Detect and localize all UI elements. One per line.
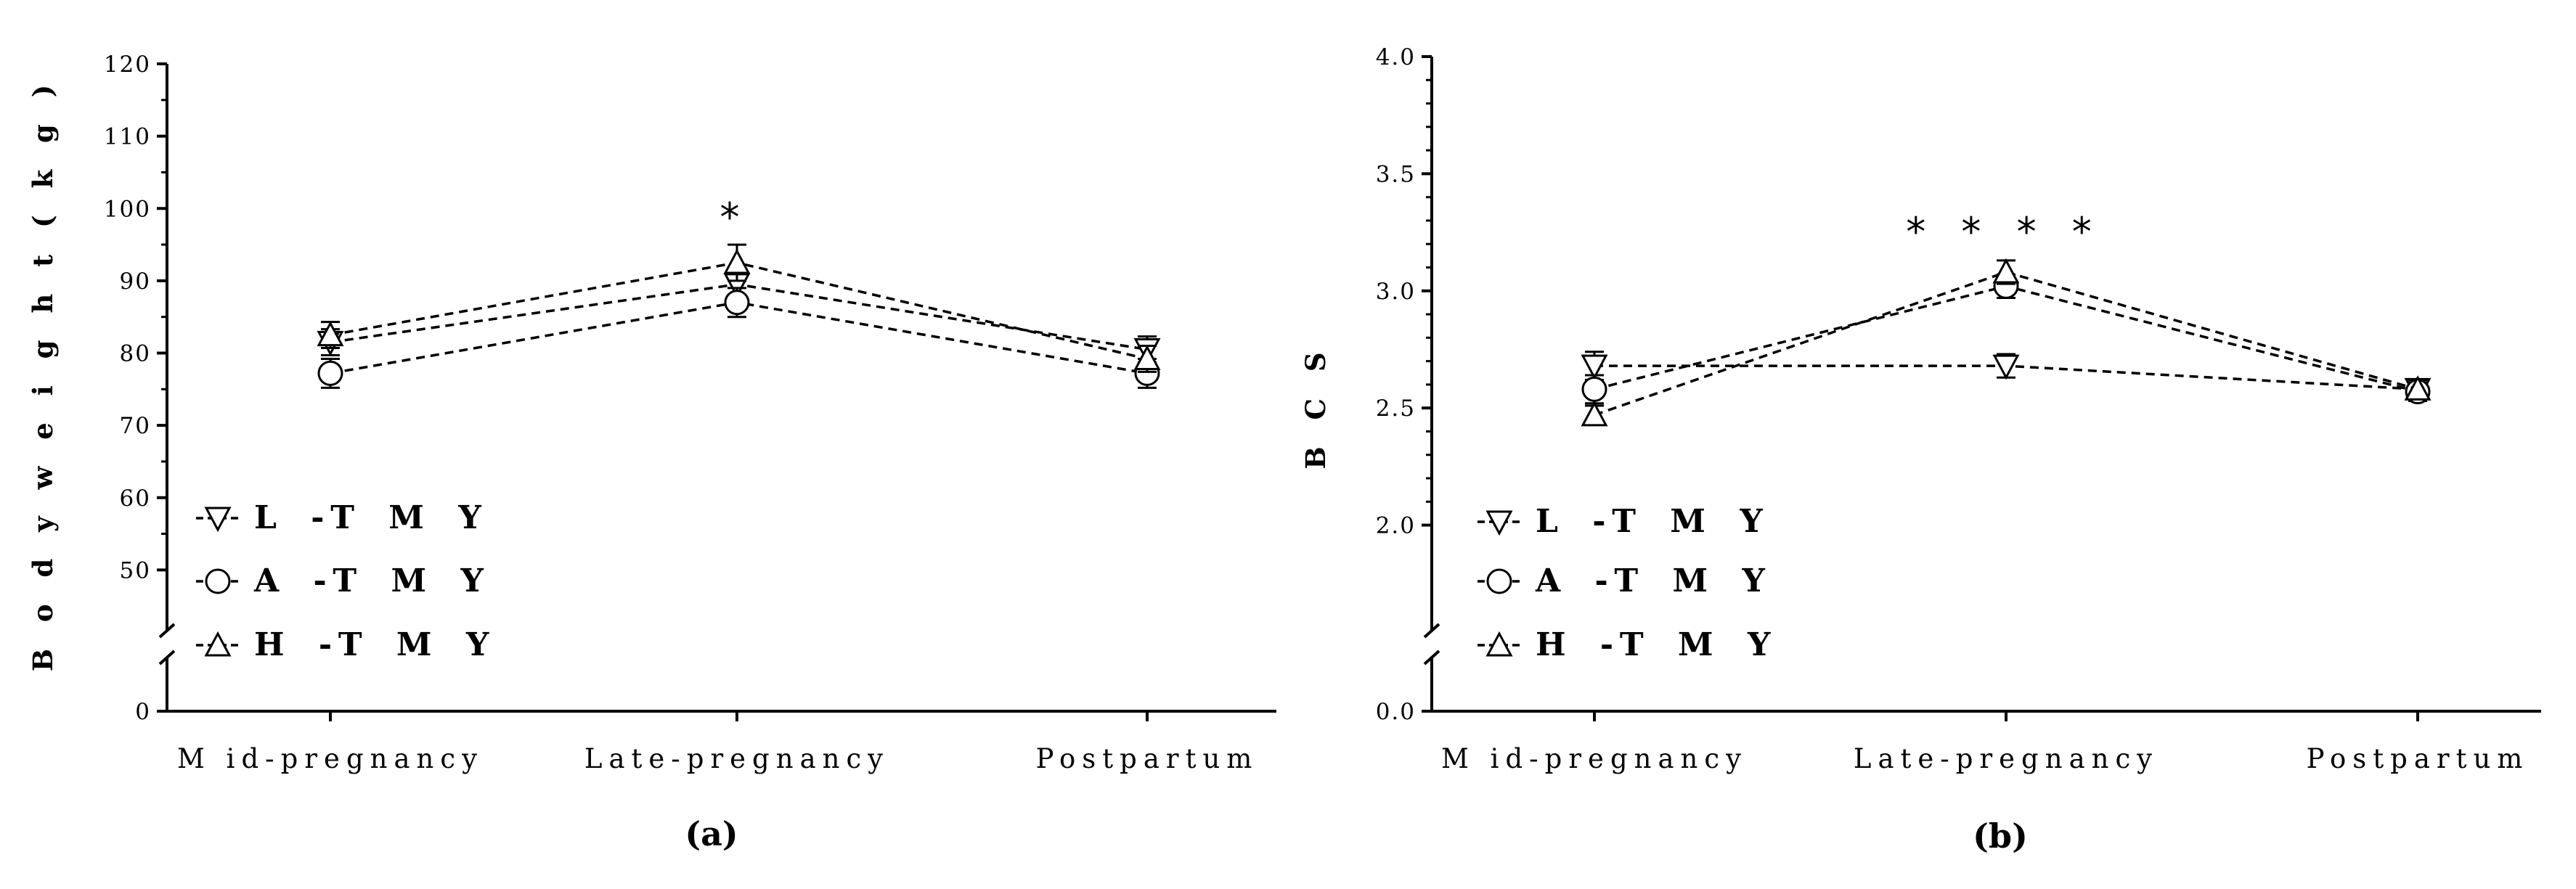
- y-tick-label: 60: [120, 486, 151, 512]
- data-point: [724, 290, 750, 316]
- x-tick-label: M id-pregnancy: [1441, 743, 1748, 774]
- x-tick-label: Postpartum: [2307, 743, 2530, 774]
- data-point: [1581, 401, 1608, 427]
- legend-marker: [205, 568, 231, 594]
- y-tick-label: 3.5: [1376, 161, 1416, 187]
- legend-marker: [1485, 631, 1513, 657]
- y-tick-label: 0.0: [1376, 699, 1416, 725]
- axis-break-mark: [158, 650, 176, 665]
- legend-marker: [1485, 510, 1513, 536]
- significance-label: * * * *: [1906, 209, 2103, 255]
- y-tick-label: 70: [120, 413, 151, 439]
- panel-label: (a): [685, 814, 738, 853]
- axis-break-mark: [1423, 650, 1440, 665]
- axis-break-mark: [1423, 623, 1440, 639]
- x-tick-label: Late-pregnancy: [584, 743, 889, 774]
- y-tick-label: 2.5: [1376, 396, 1416, 422]
- y-tick-label: 4.0: [1376, 44, 1416, 70]
- legend-marker: [204, 631, 232, 657]
- y-tick-label: 90: [120, 269, 151, 295]
- data-point: [1992, 354, 2020, 380]
- data-point: [723, 248, 751, 274]
- axis-break-mark: [158, 623, 176, 639]
- panel-a: 0 50 60 70 80 90 100 110 120 M id-pregnancy Late-p…: [27, 52, 1276, 853]
- y-axis-title: B C S: [1300, 343, 1332, 469]
- y-tick-label: 50: [120, 557, 151, 583]
- x-tick-label: Late-pregnancy: [1854, 743, 2159, 774]
- x-tick-label: M id-pregnancy: [177, 743, 484, 774]
- data-point: [1133, 345, 1161, 370]
- data-point: [317, 360, 343, 386]
- data-point: [1992, 258, 2020, 284]
- legend-label: A -T M Y: [1535, 562, 1777, 599]
- y-tick-label: 0: [135, 699, 151, 725]
- legend-label: A -T M Y: [253, 562, 495, 599]
- y-tick-label: 80: [120, 341, 151, 367]
- data-point: [1581, 354, 1608, 380]
- y-tick-label: 3.0: [1376, 279, 1416, 305]
- legend-label: H -T M Y: [1536, 626, 1782, 663]
- significance-label: *: [720, 194, 751, 240]
- y-tick-label: 100: [104, 196, 151, 222]
- panel-b: 0.0 2.0 2.5 3.0 3.5 4.0 M id-pregnancy Late-pre…: [1300, 44, 2541, 856]
- y-tick-label: 110: [104, 124, 151, 150]
- data-point: [2404, 375, 2432, 401]
- legend-label: H -T M Y: [254, 626, 500, 663]
- legend-label: L -T M Y: [1536, 503, 1774, 540]
- data-point: [1581, 376, 1607, 402]
- y-axis-title: B o d y w e i g h t ( k g ): [27, 76, 59, 672]
- x-tick-label: Postpartum: [1036, 743, 1259, 774]
- y-tick-label: 2.0: [1376, 513, 1416, 539]
- y-tick-label: 120: [104, 52, 151, 78]
- panel-label: (b): [1973, 816, 2028, 856]
- data-point: [317, 321, 344, 347]
- legend-label: L -T M Y: [254, 499, 493, 536]
- legend-marker: [1486, 568, 1512, 594]
- legend-marker: [204, 507, 232, 533]
